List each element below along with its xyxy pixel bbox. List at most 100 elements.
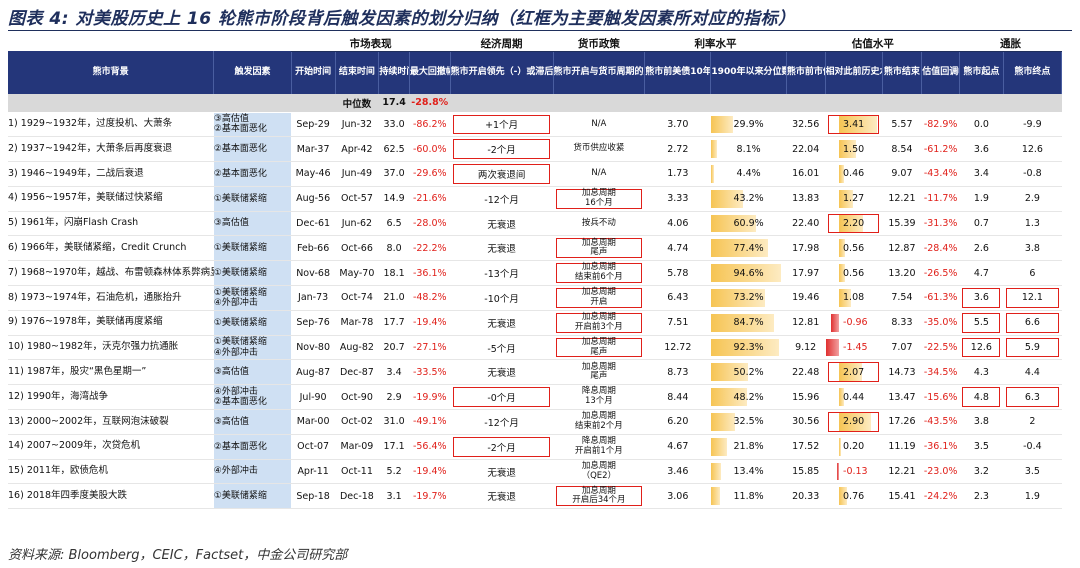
highlight-box (828, 213, 880, 234)
cpi-end: -0.8 (1003, 161, 1062, 187)
pe-before: 32.56 (786, 112, 826, 138)
percentile-cell: 8.1% (710, 136, 787, 163)
duration: 8.0 (378, 235, 410, 262)
zscore-bar (839, 115, 877, 134)
cpi-end: 2.9 (1003, 186, 1062, 212)
pe-drop: -35.0% (921, 310, 960, 336)
zscore-bar (837, 462, 840, 481)
percentile-cell: 73.2% (710, 285, 787, 311)
econ-lead-lag: -2个月 (450, 434, 554, 460)
end-date: Oct-74 (335, 285, 379, 311)
max-drawdown: -19.9% (409, 384, 451, 411)
title-rule (8, 30, 1072, 31)
percentile-value: 73.2% (733, 292, 764, 304)
percentile-cell: 43.2% (710, 186, 787, 212)
group-blank (8, 33, 292, 51)
percentile-value: 48.2% (733, 391, 764, 403)
zscore-value: 0.20 (843, 441, 865, 453)
econ-lead-lag-text: -2个月 (487, 442, 516, 454)
duration: 31.0 (378, 409, 410, 435)
percentile-value: 94.6% (733, 267, 764, 279)
cpi-start: 2.3 (959, 483, 1004, 510)
pe-before: 15.96 (786, 384, 826, 411)
zscore-bar (826, 338, 840, 357)
driver-factor: ③高估值 ②基本面恶化 (213, 112, 292, 138)
cpi-end: 2 (1003, 409, 1062, 435)
table-row: 7) 1968~1970年，越战、布雷顿森林体系弊病显现、通胀抬升①美联储紧缩N… (8, 260, 1062, 287)
start-date: Aug-56 (291, 186, 336, 212)
zscore-bar (839, 487, 848, 506)
percentile-bar (710, 338, 780, 357)
duration: 3.1 (378, 483, 410, 510)
pe-before: 15.85 (786, 459, 826, 485)
duration: 17.1 (378, 434, 410, 460)
cpi-start: 2.6 (959, 235, 1004, 262)
col-end: 结束时间 (335, 51, 380, 94)
econ-lead-lag: -0个月 (450, 384, 554, 411)
col-pe-end: 熊市结束 (882, 51, 923, 94)
driver-factor: ①美联储紧缩 (213, 483, 292, 510)
table-row: 14) 2007~2009年，次贷危机 ②基本面恶化 Oct-07 Mar-09 17.… (8, 434, 1062, 460)
highlight-box (453, 114, 551, 135)
econ-lead-lag-text: +1个月 (485, 120, 519, 132)
monetary-relation: 加息周期 开启 (553, 285, 645, 311)
end-date: Mar-09 (335, 434, 379, 460)
driver-factor: ③高估值 (213, 211, 292, 237)
pe-before: 19.46 (786, 285, 826, 311)
highlight-box (1006, 337, 1059, 358)
pe-end: 7.54 (882, 285, 922, 311)
pe-drop: -43.4% (921, 161, 960, 187)
monetary-relation: 货币供应收紧 (553, 136, 645, 163)
pe-end: 15.39 (882, 211, 922, 237)
end-date: Oct-57 (335, 186, 379, 212)
zscore-value: 2.90 (843, 416, 865, 428)
col-monetary: 熊市开启与货币周期的关系 (553, 51, 646, 94)
pe-end: 15.41 (882, 483, 922, 510)
percentile-cell: 29.9% (710, 112, 787, 138)
col-start: 开始时间 (291, 51, 336, 94)
zscore-bar (839, 140, 856, 159)
max-drawdown: -19.4% (409, 459, 451, 485)
econ-lead-lag: 两次衰退间 (450, 161, 554, 187)
bear-background: 14) 2007~2009年，次贷危机 (8, 434, 214, 460)
pe-end: 8.33 (882, 310, 922, 336)
cpi-end: 4.4 (1003, 359, 1062, 386)
table-row: 13) 2000~2002年，互联网泡沫破裂 ③高估值 Mar-00 Oct-02 31… (8, 409, 1062, 435)
start-date: Nov-80 (291, 335, 336, 361)
zscore-value: -1.45 (843, 342, 868, 354)
driver-factor: ②基本面恶化 (213, 434, 292, 460)
zscore-value: 3.41 (843, 118, 865, 130)
pe-before: 12.81 (786, 310, 826, 336)
monetary-relation: N/A (553, 161, 645, 187)
zscore-cell: 0.56 (825, 235, 883, 262)
percentile-cell: 60.9% (710, 211, 787, 237)
pe-end: 9.07 (882, 161, 922, 187)
driver-factor: ①美联储紧缩 (213, 260, 292, 287)
percentile-bar (710, 140, 717, 159)
zscore-bar (839, 165, 845, 183)
zscore-cell: 0.76 (825, 483, 883, 510)
percentile-value: 4.4% (736, 168, 761, 180)
cpi-end: -0.4 (1003, 434, 1062, 460)
table-row: 1) 1929~1932年，过度投机、大萧条 ③高估值 ②基本面恶化 Sep-29 J… (8, 112, 1062, 138)
cpi-end: -9.9 (1003, 112, 1062, 138)
zscore-value: -0.96 (843, 317, 868, 329)
percentile-bar (710, 363, 749, 382)
table-row: 8) 1973~1974年，石油危机，通胀抬升 ①美联储紧缩 ④外部冲击 Jan-7… (8, 285, 1062, 311)
start-date: Dec-61 (291, 211, 336, 237)
cpi-end: 6.6 (1003, 310, 1062, 336)
pe-end: 12.21 (882, 186, 922, 212)
pe-before: 22.48 (786, 359, 826, 386)
source-note: 资料来源: Bloomberg，CEIC，Factset，中金公司研究部 (8, 548, 348, 563)
pe-drop: -28.4% (921, 235, 960, 262)
highlight-box (556, 263, 642, 284)
percentile-bar (710, 189, 743, 208)
group-rates: 利率水平 (644, 33, 787, 52)
pe-end: 11.19 (882, 434, 922, 460)
percentile-value: 11.8% (733, 490, 764, 502)
zscore-bar (839, 214, 864, 233)
bear-background: 11) 1987年，股灾“黑色星期一” (8, 359, 214, 386)
pe-before: 22.40 (786, 211, 826, 237)
bear-background: 5) 1961年，闪崩Flash Crash (8, 211, 214, 237)
percentile-bar (710, 462, 721, 481)
